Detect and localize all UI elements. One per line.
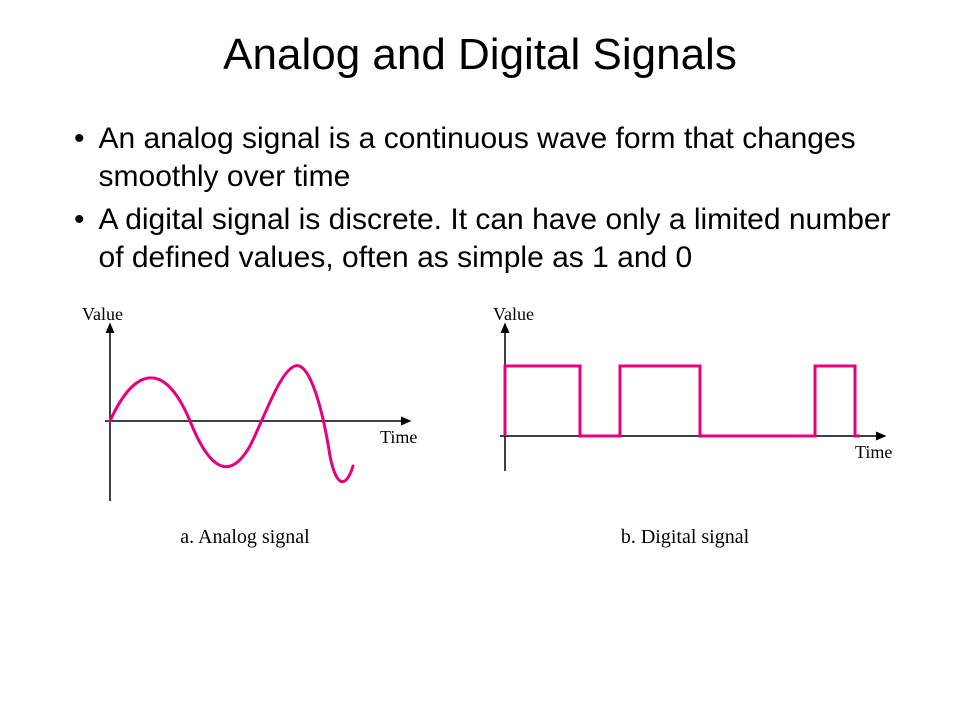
diagram-row: Value Time a. Analog signal Value Time b. …: [60, 306, 900, 549]
digital-plot: Value Time: [465, 306, 905, 516]
bullet-item: • An analog signal is a continuous wave …: [70, 120, 900, 195]
analog-plot: Value Time: [55, 306, 435, 516]
bullet-text: An analog signal is a continuous wave fo…: [99, 120, 900, 195]
bullet-item: • A digital signal is discrete. It can h…: [70, 201, 900, 276]
bullet-list: • An analog signal is a continuous wave …: [70, 120, 900, 276]
analog-diagram: Value Time a. Analog signal: [55, 306, 435, 549]
analog-caption: a. Analog signal: [180, 526, 309, 549]
digital-diagram: Value Time b. Digital signal: [465, 306, 905, 549]
svg-text:Time: Time: [855, 442, 892, 462]
svg-text:Value: Value: [82, 306, 123, 324]
slide-title: Analog and Digital Signals: [60, 30, 900, 80]
bullet-dot-icon: •: [74, 201, 85, 239]
svg-text:Time: Time: [380, 427, 417, 447]
digital-caption: b. Digital signal: [621, 526, 749, 549]
svg-text:Value: Value: [493, 306, 534, 324]
bullet-dot-icon: •: [74, 120, 85, 158]
bullet-text: A digital signal is discrete. It can hav…: [99, 201, 900, 276]
